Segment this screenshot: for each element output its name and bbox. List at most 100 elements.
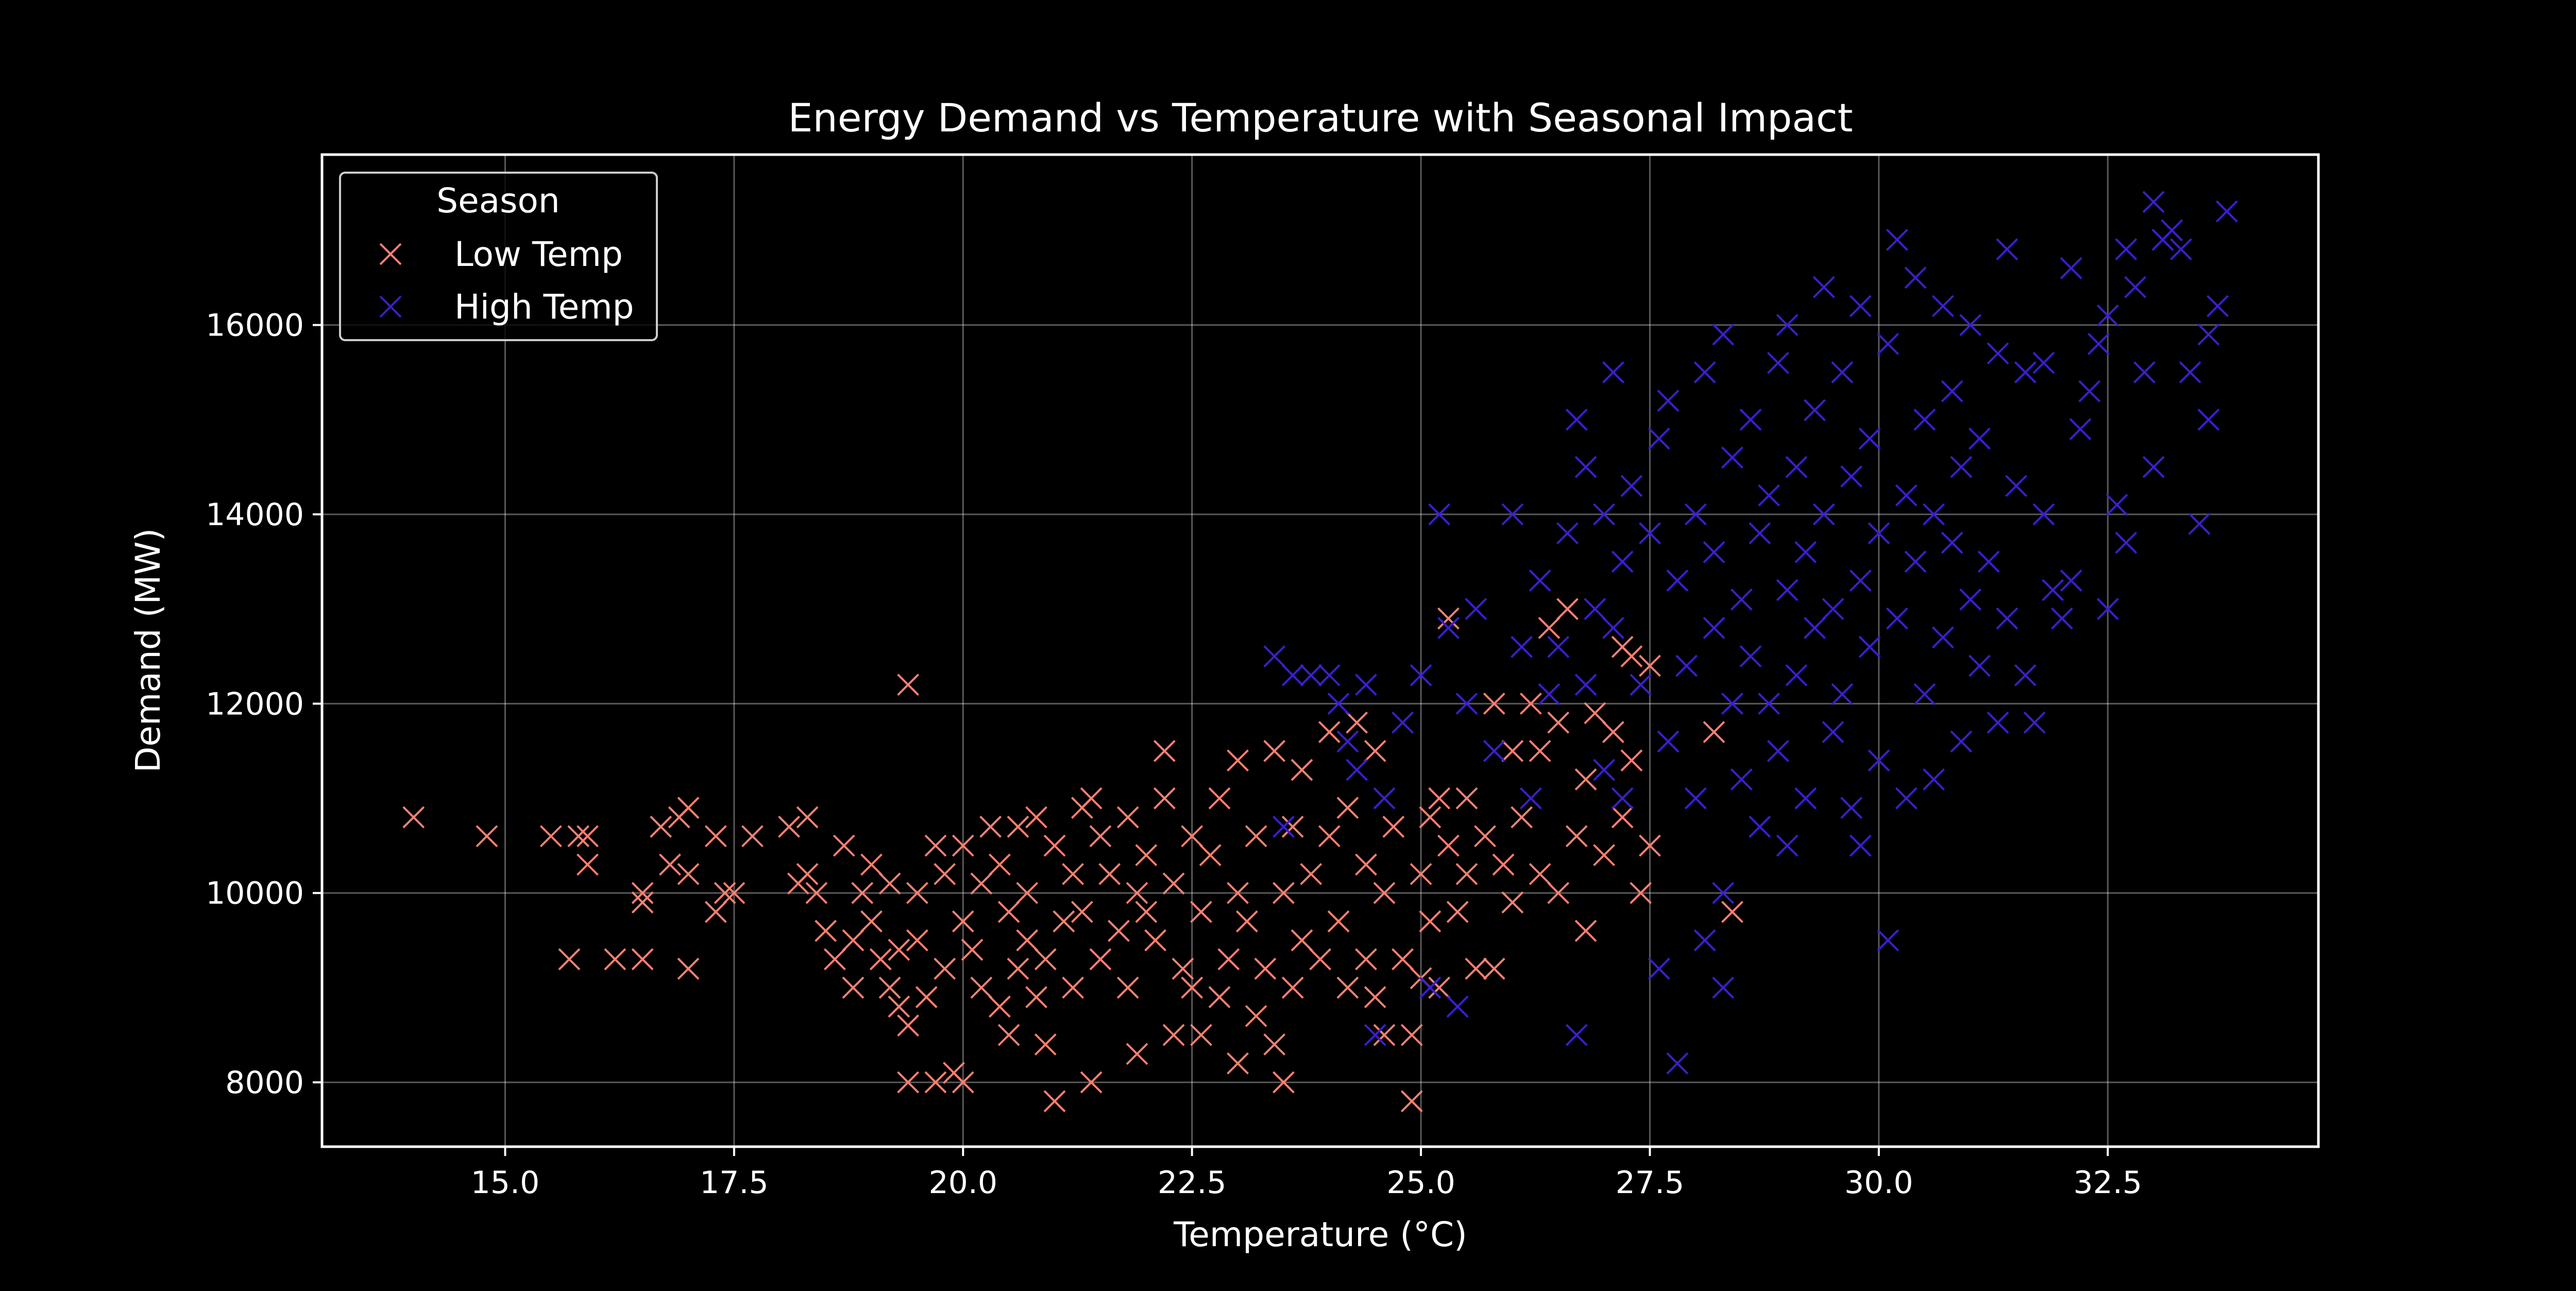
x-tick-label: 27.5	[1616, 1165, 1685, 1201]
data-point-low-temp	[631, 891, 654, 914]
data-point-high-temp	[1437, 617, 1460, 639]
data-point-low-temp	[1227, 882, 1249, 904]
data-point-high-temp	[1877, 929, 1899, 951]
data-point-low-temp	[952, 1071, 974, 1094]
data-point-low-temp	[1098, 863, 1121, 885]
data-point-low-temp	[1116, 976, 1139, 999]
data-point-low-temp	[1089, 948, 1112, 970]
data-point-high-temp	[1941, 380, 1963, 403]
data-point-high-temp	[1584, 598, 1606, 621]
data-point-low-temp	[796, 863, 819, 885]
data-point-high-temp	[1822, 721, 1844, 743]
data-point-high-temp	[1868, 522, 1890, 545]
y-tick-label: 12000	[206, 686, 304, 722]
data-point-high-temp	[1392, 711, 1414, 734]
data-point-low-temp	[1291, 759, 1313, 781]
data-point-high-temp	[1730, 588, 1753, 611]
data-point-high-temp	[2188, 512, 2211, 535]
data-point-low-temp	[1080, 1071, 1103, 1094]
data-point-low-temp	[1153, 787, 1176, 810]
data-point-high-temp	[1648, 958, 1670, 980]
data-point-low-temp	[1602, 721, 1624, 743]
data-point-high-temp	[1758, 692, 1780, 715]
data-point-low-temp	[897, 674, 920, 696]
data-point-low-temp	[823, 948, 846, 970]
data-point-high-temp	[1565, 408, 1588, 431]
data-point-low-temp	[558, 948, 581, 970]
data-point-low-temp	[1519, 692, 1542, 715]
data-point-high-temp	[2014, 664, 2037, 686]
data-point-low-temp	[1336, 976, 1359, 999]
data-point-low-temp	[476, 825, 498, 847]
data-point-high-temp	[1684, 787, 1707, 810]
legend: Season Low Temp High Temp	[339, 172, 658, 341]
data-point-high-temp	[1263, 645, 1286, 667]
data-point-low-temp	[1410, 863, 1432, 885]
data-point-high-temp	[1739, 408, 1762, 431]
data-point-low-temp	[878, 872, 901, 895]
data-point-low-temp	[1638, 834, 1661, 857]
data-point-high-temp	[2115, 238, 2138, 261]
data-point-high-temp	[1831, 361, 1854, 383]
data-point-high-temp	[1346, 759, 1368, 781]
data-point-high-temp	[1931, 626, 1954, 649]
data-point-low-temp	[1400, 1090, 1423, 1113]
data-point-high-temp	[1968, 655, 1991, 677]
y-tick-label: 8000	[225, 1065, 304, 1101]
data-point-low-temp	[1455, 787, 1478, 810]
data-point-high-temp	[1318, 664, 1341, 686]
data-point-high-temp	[1931, 295, 1954, 317]
data-point-high-temp	[1638, 522, 1661, 545]
data-point-low-temp	[1245, 1005, 1267, 1027]
data-point-high-temp	[2161, 219, 2183, 242]
data-point-high-temp	[1565, 1024, 1588, 1046]
data-point-high-temp	[1803, 399, 1826, 422]
data-point-high-temp	[1465, 598, 1487, 621]
data-point-high-temp	[2179, 361, 2201, 383]
data-point-low-temp	[1373, 882, 1396, 904]
data-point-high-temp	[2060, 569, 2082, 592]
data-point-high-temp	[1593, 503, 1615, 526]
data-point-high-temp	[1739, 645, 1762, 667]
x-tick-label: 20.0	[928, 1165, 997, 1201]
data-point-high-temp	[1904, 550, 1927, 573]
data-point-low-temp	[1455, 863, 1478, 885]
data-point-high-temp	[1272, 815, 1295, 838]
y-tick-label: 10000	[206, 876, 304, 912]
data-point-low-temp	[997, 1024, 1020, 1046]
plot-frame	[320, 153, 2320, 1148]
data-point-low-temp	[577, 853, 599, 876]
data-point-high-temp	[1923, 768, 1945, 791]
data-point-low-temp	[631, 948, 654, 970]
data-point-high-temp	[2115, 531, 2138, 554]
data-point-low-temp	[842, 929, 865, 951]
data-point-high-temp	[2014, 361, 2037, 383]
data-point-high-temp	[2060, 257, 2082, 279]
x-tick-label: 32.5	[2073, 1165, 2142, 1201]
data-point-low-temp	[1483, 692, 1505, 715]
data-point-low-temp	[906, 882, 928, 904]
data-point-low-temp	[1291, 929, 1313, 951]
data-point-low-temp	[650, 815, 672, 838]
data-point-low-temp	[1025, 806, 1047, 829]
data-point-low-temp	[1025, 986, 1047, 1009]
data-point-low-temp	[577, 825, 599, 847]
data-point-high-temp	[1987, 711, 2009, 734]
data-point-low-temp	[888, 995, 910, 1018]
data-point-low-temp	[1318, 721, 1341, 743]
data-point-low-temp	[1263, 740, 1286, 762]
data-point-low-temp	[1327, 910, 1350, 933]
data-point-low-temp	[878, 976, 901, 999]
data-point-high-temp	[1336, 730, 1359, 753]
data-point-high-temp	[1620, 475, 1643, 497]
data-point-low-temp	[1181, 825, 1204, 847]
data-point-high-temp	[1987, 342, 2009, 365]
data-point-low-temp	[778, 815, 800, 838]
data-point-high-temp	[1904, 266, 1927, 289]
data-point-low-temp	[1135, 844, 1158, 866]
data-point-low-temp	[1620, 749, 1643, 772]
data-point-high-temp	[1721, 692, 1743, 715]
x-tick-label: 22.5	[1158, 1165, 1227, 1201]
data-point-high-temp	[1538, 683, 1561, 706]
